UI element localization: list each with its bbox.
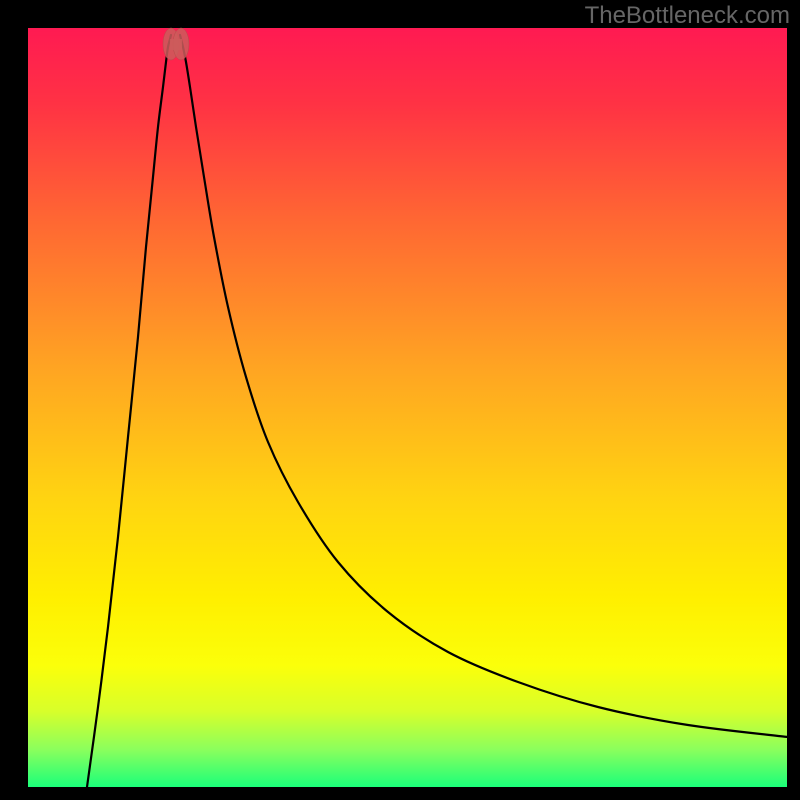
bottleneck-chart: TheBottleneck.com (0, 0, 800, 800)
watermark-text: TheBottleneck.com (585, 2, 790, 29)
plot-background (28, 28, 787, 787)
chart-container: TheBottleneck.com (0, 0, 800, 800)
bottom-marker (163, 28, 189, 60)
